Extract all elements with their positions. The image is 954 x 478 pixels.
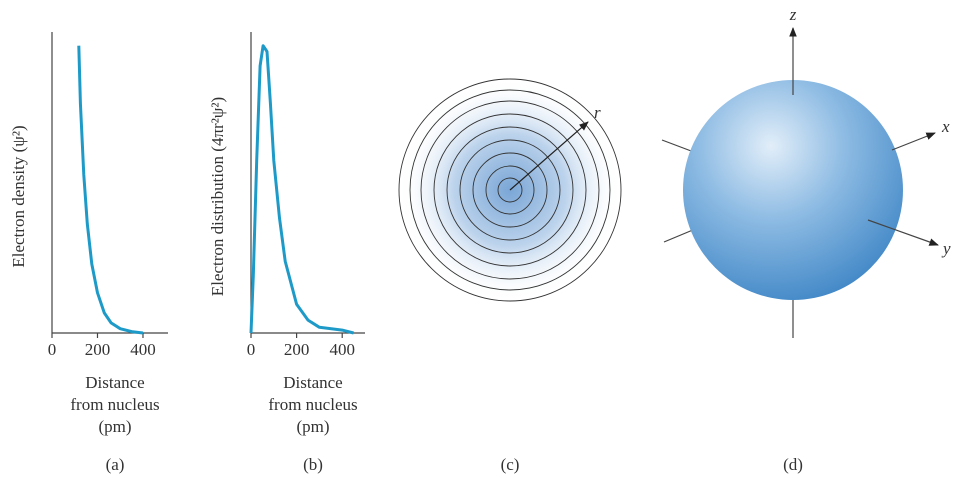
caption: (a) bbox=[106, 455, 125, 474]
y-axis bbox=[867, 219, 939, 246]
x-tick-label: 400 bbox=[329, 340, 355, 359]
x-axis-label: from nucleus bbox=[70, 395, 159, 414]
x-tick-label: 200 bbox=[284, 340, 310, 359]
ring bbox=[497, 177, 523, 203]
ring bbox=[433, 113, 587, 267]
ring bbox=[409, 89, 611, 291]
ring bbox=[472, 152, 548, 228]
x-axis-label: Distance bbox=[283, 373, 342, 392]
caption: (c) bbox=[501, 455, 520, 474]
ring bbox=[459, 139, 561, 241]
x-axis-label: Distance bbox=[85, 373, 144, 392]
x-tick-label: 400 bbox=[130, 340, 156, 359]
y-label: y bbox=[941, 239, 951, 258]
ring bbox=[420, 100, 600, 280]
caption: (d) bbox=[783, 455, 803, 474]
radius-label: r bbox=[594, 103, 601, 122]
x-axis-label: from nucleus bbox=[268, 395, 357, 414]
x-axis-label: (pm) bbox=[98, 417, 131, 436]
x-tick-label: 0 bbox=[48, 340, 57, 359]
sphere bbox=[683, 80, 903, 300]
ring bbox=[485, 165, 535, 215]
x-axis-label: (pm) bbox=[296, 417, 329, 436]
x-label: x bbox=[941, 117, 950, 136]
ring bbox=[446, 126, 574, 254]
ring bbox=[398, 78, 622, 302]
data-line bbox=[77, 45, 144, 335]
radius-arrow bbox=[509, 121, 589, 191]
caption: (b) bbox=[303, 455, 323, 474]
x-tick-label: 200 bbox=[85, 340, 111, 359]
orbital-rings bbox=[398, 78, 622, 302]
y-axis-label: Electron distribution (4πr²ψ²) bbox=[208, 97, 227, 296]
x-axis bbox=[891, 132, 936, 151]
data-line bbox=[249, 44, 354, 335]
y-axis-label: Electron density (ψ²) bbox=[9, 125, 28, 267]
x-tick-label: 0 bbox=[247, 340, 256, 359]
z-label: z bbox=[789, 5, 797, 24]
